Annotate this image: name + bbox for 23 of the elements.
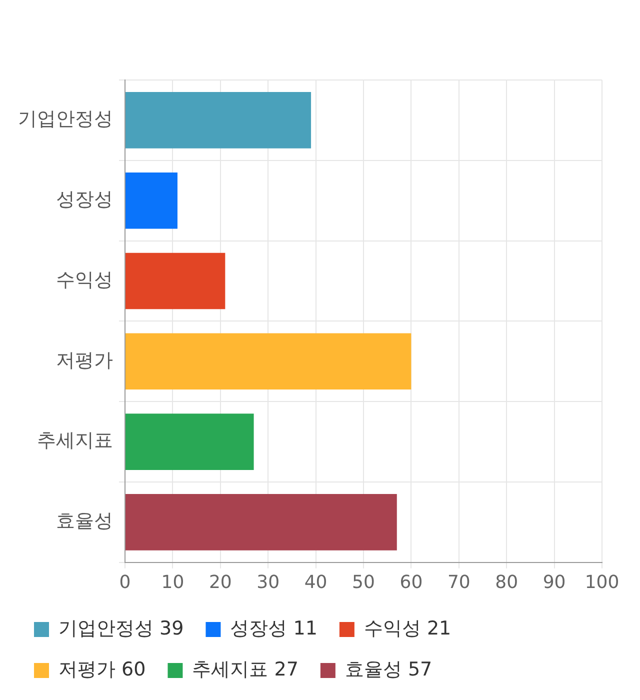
y-tick-label: 성장성 [56,188,113,211]
legend-label: 저평가 60 [58,658,146,680]
legend-label: 기업안정성 39 [58,617,184,640]
x-tick-label: 40 [304,572,328,593]
x-tick-label: 100 [584,572,620,593]
x-tick-label: 20 [208,572,232,593]
x-tick-label: 70 [447,572,470,593]
x-tick-label: 90 [542,572,566,593]
legend-label: 효율성 57 [344,658,432,680]
y-tick-label: 효율성 [56,510,113,532]
legend-label: 수익성 21 [364,617,452,640]
x-tick-label: 80 [495,572,518,593]
x-tick-label: 60 [400,572,423,593]
y-tick-label: 기업안정성 [18,108,113,130]
x-tick-label: 50 [352,572,375,593]
legend-label: 추세지표 27 [192,658,298,680]
x-tick-label: 30 [256,572,280,593]
y-tick-label: 추세지표 [37,430,113,452]
x-tick-label: 0 [119,572,131,593]
legend-label: 성장성 11 [230,617,318,640]
x-tick-label: 10 [161,572,184,593]
y-tick-label: 저평가 [56,349,113,372]
y-tick-label: 수익성 [56,268,113,291]
